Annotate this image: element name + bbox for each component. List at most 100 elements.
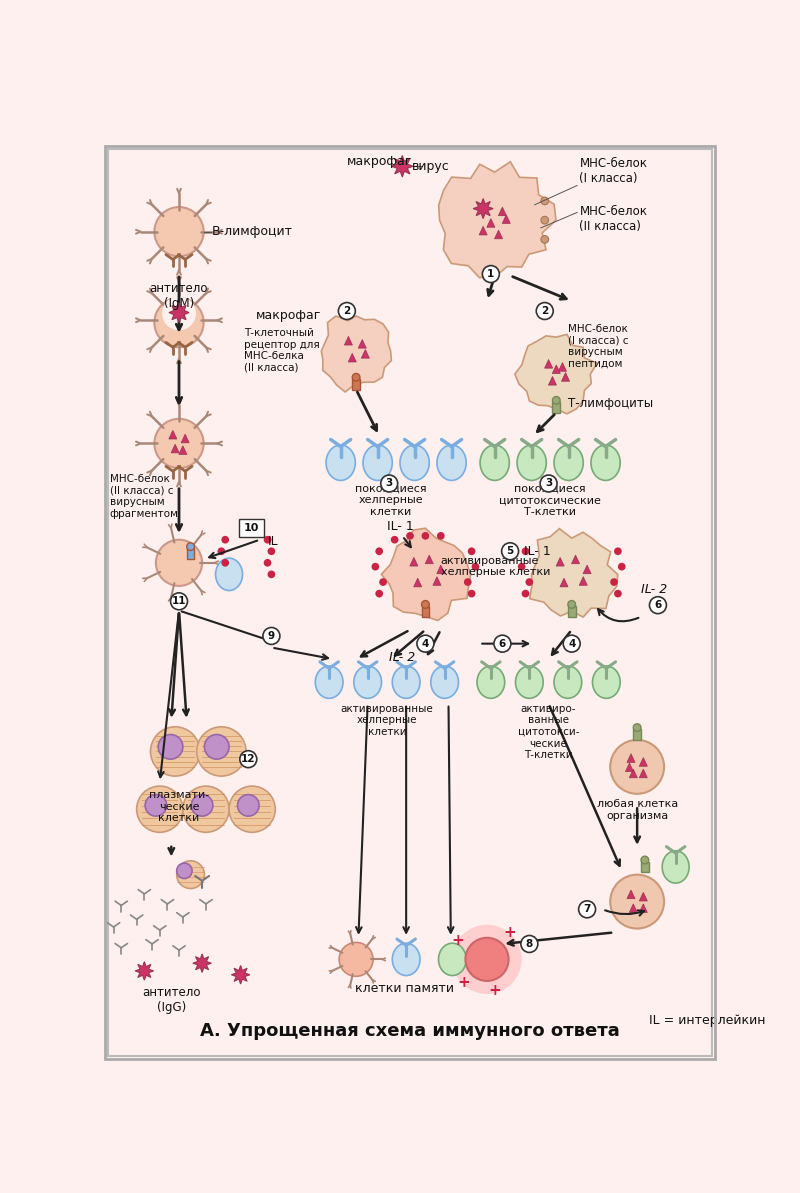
Text: покоящиеся
хелперные
клетки: покоящиеся хелперные клетки (355, 483, 426, 517)
Circle shape (222, 536, 229, 544)
Circle shape (650, 596, 666, 613)
Polygon shape (571, 555, 579, 564)
FancyBboxPatch shape (352, 379, 360, 390)
Polygon shape (556, 557, 564, 565)
Circle shape (263, 628, 280, 644)
Circle shape (379, 579, 387, 586)
Circle shape (466, 938, 509, 981)
Circle shape (238, 795, 259, 816)
Circle shape (137, 786, 183, 833)
Text: 4: 4 (568, 638, 575, 649)
Circle shape (417, 635, 434, 653)
FancyBboxPatch shape (108, 149, 712, 1056)
Text: 7: 7 (583, 904, 590, 914)
Polygon shape (558, 363, 566, 371)
Polygon shape (231, 965, 250, 984)
Circle shape (614, 589, 622, 598)
Polygon shape (515, 334, 597, 414)
Text: МНС-белок
(I класса): МНС-белок (I класса) (579, 157, 647, 185)
Circle shape (541, 235, 549, 243)
Ellipse shape (480, 445, 510, 481)
Circle shape (162, 296, 196, 330)
Polygon shape (639, 769, 647, 778)
Circle shape (422, 532, 430, 539)
Circle shape (468, 548, 475, 555)
Text: 2: 2 (541, 307, 548, 316)
Text: Т-лимфоциты: Т-лимфоциты (568, 397, 653, 410)
Circle shape (222, 560, 229, 567)
Polygon shape (627, 890, 635, 898)
Text: IL- 1: IL- 1 (524, 545, 550, 558)
Polygon shape (414, 579, 422, 587)
Text: 1: 1 (487, 270, 494, 279)
Text: 6: 6 (654, 600, 662, 610)
Text: 2: 2 (343, 307, 350, 316)
Circle shape (371, 563, 379, 570)
Polygon shape (391, 155, 413, 177)
Circle shape (264, 536, 271, 544)
Ellipse shape (430, 666, 458, 698)
Circle shape (352, 373, 360, 381)
Circle shape (494, 635, 511, 653)
Text: +: + (451, 933, 464, 947)
FancyBboxPatch shape (568, 606, 575, 617)
Text: плазмати-
ческие
клетки: плазмати- ческие клетки (149, 790, 209, 823)
Circle shape (563, 635, 580, 653)
Polygon shape (169, 431, 177, 439)
Circle shape (406, 532, 414, 539)
Circle shape (170, 593, 187, 610)
Ellipse shape (438, 944, 466, 976)
Text: макрофаг: макрофаг (346, 155, 412, 168)
Polygon shape (348, 353, 356, 361)
Circle shape (240, 750, 257, 767)
Polygon shape (344, 336, 353, 345)
Polygon shape (545, 359, 553, 369)
Polygon shape (639, 904, 647, 913)
Circle shape (183, 786, 229, 833)
Polygon shape (362, 350, 370, 358)
Circle shape (610, 579, 618, 586)
Text: макрофаг: макрофаг (256, 309, 322, 322)
Text: активиро-
ванные
цитотокси-
ческие
Т-клетки: активиро- ванные цитотокси- ческие Т-кле… (518, 704, 579, 760)
Text: МНС-белок
(I класса) с
вирусным
пептидом: МНС-белок (I класса) с вирусным пептидом (568, 324, 628, 369)
Circle shape (150, 727, 200, 777)
Ellipse shape (477, 666, 505, 698)
Text: 8: 8 (526, 939, 533, 948)
Polygon shape (181, 434, 190, 443)
Ellipse shape (554, 666, 582, 698)
Circle shape (229, 786, 275, 833)
Circle shape (614, 548, 622, 555)
Circle shape (526, 579, 534, 586)
Circle shape (522, 589, 530, 598)
Ellipse shape (593, 666, 620, 698)
Text: IL: IL (267, 534, 278, 548)
Circle shape (197, 727, 246, 777)
Ellipse shape (400, 445, 430, 481)
Text: +: + (504, 925, 517, 940)
Text: любая клетка
организма: любая клетка организма (597, 799, 678, 821)
Circle shape (264, 560, 271, 567)
Circle shape (452, 925, 522, 994)
Circle shape (177, 863, 192, 878)
Circle shape (578, 901, 595, 917)
Circle shape (641, 857, 649, 864)
Polygon shape (552, 365, 560, 373)
Ellipse shape (363, 445, 392, 481)
Polygon shape (426, 555, 434, 564)
Polygon shape (433, 576, 441, 586)
Polygon shape (358, 340, 366, 348)
Polygon shape (630, 769, 638, 778)
FancyBboxPatch shape (641, 861, 649, 872)
Polygon shape (169, 303, 189, 322)
Ellipse shape (392, 944, 420, 976)
FancyBboxPatch shape (239, 519, 264, 537)
Polygon shape (179, 446, 187, 455)
Ellipse shape (215, 558, 242, 591)
Ellipse shape (326, 445, 355, 481)
Polygon shape (560, 579, 568, 587)
Text: МНС-белок
(II класса) с
вирусным
фрагментом: МНС-белок (II класса) с вирусным фрагмен… (110, 475, 178, 519)
Circle shape (177, 861, 205, 889)
Circle shape (482, 266, 499, 283)
Text: 3: 3 (545, 478, 552, 488)
Text: IL- 2: IL- 2 (641, 583, 667, 596)
